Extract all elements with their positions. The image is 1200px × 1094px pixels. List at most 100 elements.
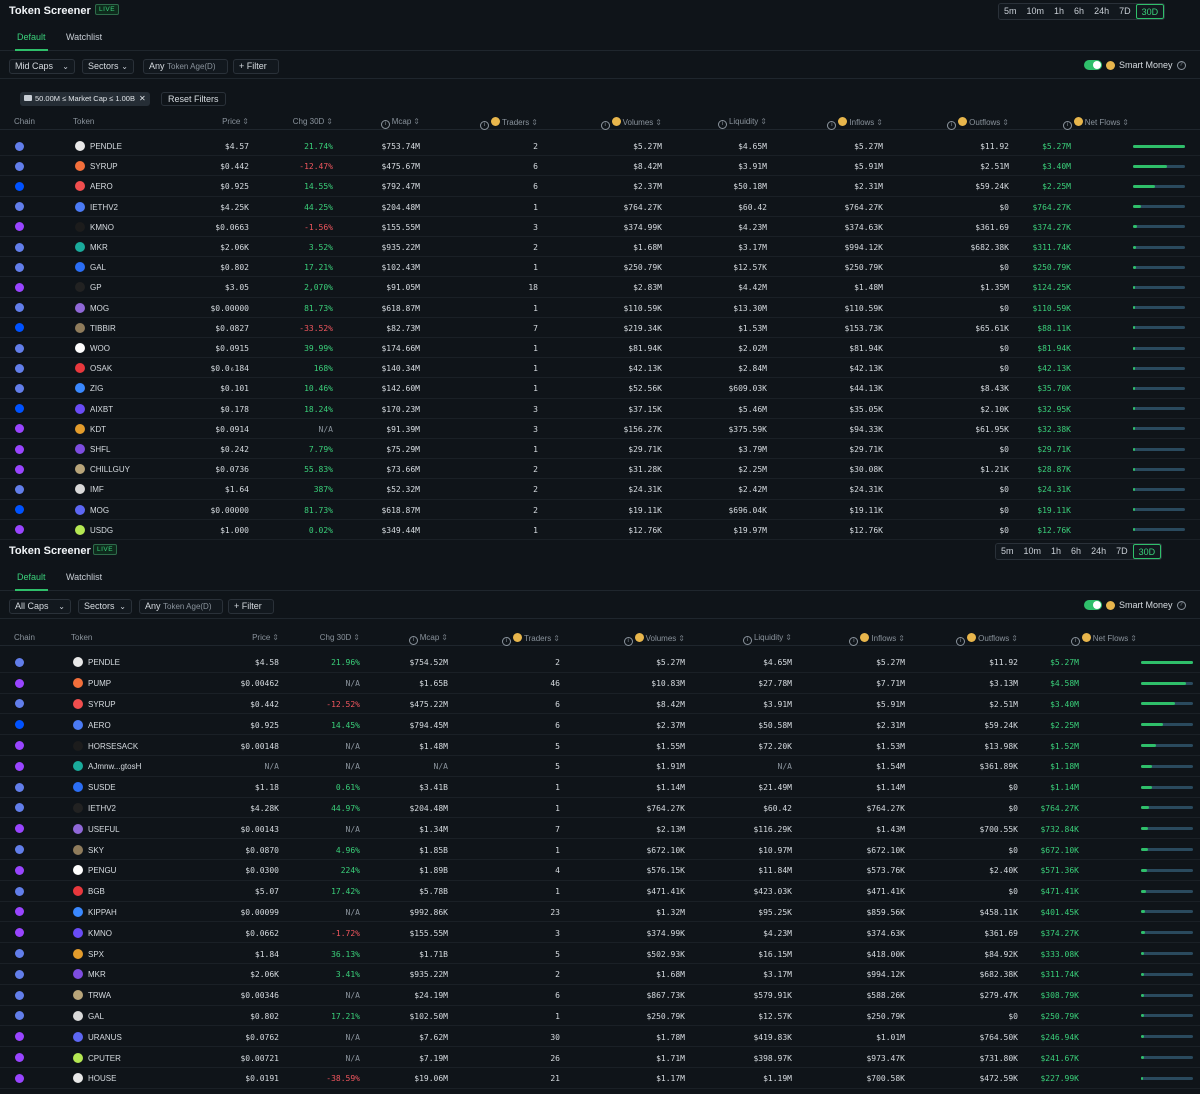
table-row[interactable]: HOUSE $0.0191 -38.59% $19.06M 21 $1.17M $1.19M… <box>0 1068 1200 1089</box>
column-header-chg[interactable]: Chg 30D ⇕ <box>320 633 360 642</box>
column-header-outflows[interactable]: i Outflows ⇕ <box>956 633 1018 646</box>
column-header-traders[interactable]: i Traders ⇕ <box>480 117 538 130</box>
table-row[interactable]: IMF $1.64 387% $52.32M 2 $24.31K $2.42M $24.31K… <box>0 479 1200 500</box>
age-filter-button[interactable]: Any Token Age(D) <box>143 59 228 74</box>
cell-token[interactable]: GAL <box>88 1011 105 1021</box>
cell-token[interactable]: PENDLE <box>88 658 121 668</box>
cell-token[interactable]: IETHV2 <box>88 803 117 813</box>
table-row[interactable]: WOO $0.0915 39.99% $174.66M 1 $81.94K $2.02M $8… <box>0 338 1200 359</box>
cell-token[interactable]: KMNO <box>88 928 112 938</box>
cell-token[interactable]: IETHV2 <box>90 202 119 212</box>
timeframe-1h[interactable]: 1h <box>1046 544 1067 559</box>
table-row[interactable]: OSAK $0.0₆184 168% $140.34M 1 $42.13K $2.84M $4… <box>0 358 1200 379</box>
sectors-filter-button[interactable]: Sectors ⌄ <box>82 59 134 74</box>
column-header-outflows[interactable]: i Outflows ⇕ <box>947 117 1009 130</box>
filter-filter-button[interactable]: + Filter <box>228 599 274 614</box>
cell-token[interactable]: USDG <box>90 525 114 535</box>
table-row[interactable]: SYRUP $0.442 -12.52% $475.22M 6 $8.42M $3.91M $… <box>0 694 1200 715</box>
cell-token[interactable]: PENDLE <box>90 142 123 152</box>
table-row[interactable]: AJmnw...gtosH N/A N/A N/A 5 $1.91M N/A $1.54M $3… <box>0 756 1200 777</box>
table-row[interactable]: HORSESACK $0.00148 N/A $1.48M 5 $1.55M $72.20K… <box>0 735 1200 756</box>
table-row[interactable]: GP $3.05 2,070% $91.05M 18 $2.83M $4.42M $1.48M… <box>0 277 1200 298</box>
table-row[interactable]: MOG $0.00000 81.73% $618.87M 2 $19.11K $696.04… <box>0 500 1200 520</box>
column-header-liquidity[interactable]: i Liquidity ⇕ <box>742 633 792 645</box>
cell-token[interactable]: KMNO <box>90 222 114 232</box>
table-row[interactable]: MOG $0.00000 81.73% $618.87M 1 $110.59K $13.30… <box>0 298 1200 318</box>
market-cap-chip[interactable]: 50.00M ≤ Market Cap ≤ 1.00B ✕ <box>20 92 150 106</box>
timeframe-30d[interactable]: 30D <box>1132 544 1162 559</box>
timeframe-7d[interactable]: 7D <box>1114 4 1136 19</box>
table-row[interactable]: TRWA $0.00346 N/A $24.19M 6 $867.73K $579.91K $… <box>0 985 1200 1006</box>
table-row[interactable]: KIPPAH $0.00099 N/A $992.86K 23 $1.32M $95.25K… <box>0 902 1200 923</box>
timeframe-7d[interactable]: 7D <box>1111 544 1133 559</box>
column-header-net[interactable]: i Net Flows ⇕ <box>1062 117 1129 130</box>
column-header-volumes[interactable]: i Volumes ⇕ <box>623 633 685 646</box>
timeframe-24h[interactable]: 24h <box>1089 4 1115 19</box>
table-row[interactable]: SHFL $0.242 7.79% $75.29M 1 $29.71K $3.79M $29.… <box>0 439 1200 460</box>
column-header-liquidity[interactable]: i Liquidity ⇕ <box>717 117 767 129</box>
cell-token[interactable]: AJmnw...gtosH <box>88 762 142 772</box>
help-icon[interactable]: ? <box>1176 600 1186 610</box>
timeframe-24h[interactable]: 24h <box>1086 544 1112 559</box>
cell-token[interactable]: ZIG <box>90 384 104 394</box>
table-row[interactable]: PUMP $0.00462 N/A $1.65B 46 $10.83M $27.78M $7.… <box>0 673 1200 694</box>
timeframe-5m[interactable]: 5m <box>999 4 1022 19</box>
cell-token[interactable]: KIPPAH <box>88 907 117 917</box>
cell-token[interactable]: IMF <box>90 485 104 495</box>
help-icon[interactable]: ? <box>1176 60 1186 70</box>
table-row[interactable]: SKY $0.0870 4.96% $1.85B 1 $672.10K $10.97M $67… <box>0 839 1200 860</box>
cell-token[interactable]: AIXBT <box>90 404 114 414</box>
cell-token[interactable]: USEFUL <box>88 824 120 834</box>
column-header-volumes[interactable]: i Volumes ⇕ <box>600 117 662 130</box>
column-header-net[interactable]: i Net Flows ⇕ <box>1070 633 1137 646</box>
cell-token[interactable]: SYRUP <box>88 699 116 709</box>
cell-token[interactable]: BGB <box>88 887 105 897</box>
age-filter-button[interactable]: Any Token Age(D) <box>139 599 223 614</box>
table-row[interactable]: SYRUP $0.442 -12.47% $475.67M 6 $8.42M $3.91M $… <box>0 156 1200 177</box>
column-header-mcap[interactable]: i Mcap ⇕ <box>408 633 448 645</box>
cell-token[interactable]: MKR <box>88 970 106 980</box>
table-row[interactable]: CPUTER $0.00721 N/A $7.19M 26 $1.71M $398.97K $… <box>0 1047 1200 1068</box>
cell-token[interactable]: WOO <box>90 344 110 354</box>
cell-token[interactable]: HOUSE <box>88 1074 117 1084</box>
table-row[interactable]: SPX $1.84 36.13% $1.71B 5 $502.93K $16.15M $418… <box>0 943 1200 964</box>
table-row[interactable]: GAL $0.802 17.21% $102.43M 1 $250.79K $12.57K $… <box>0 257 1200 278</box>
cell-token[interactable]: SPX <box>88 949 105 959</box>
table-row[interactable]: KDT $0.0914 N/A $91.39M 3 $156.27K $375.59K $94… <box>0 419 1200 439</box>
table-row[interactable]: MKR $2.06K 3.52% $935.22M 2 $1.68M $3.17M $994.… <box>0 237 1200 258</box>
table-row[interactable]: USEFUL $0.00143 N/A $1.34M 7 $2.13M $116.29K $1… <box>0 818 1200 840</box>
table-row[interactable]: PENDLE $4.58 21.96% $754.52M 2 $5.27M $4.65M $5… <box>0 652 1200 673</box>
timeframe-6h[interactable]: 6h <box>1069 4 1090 19</box>
cell-token[interactable]: TIBBIR <box>90 323 116 333</box>
column-header-price[interactable]: Price ⇕ <box>252 633 279 642</box>
table-row[interactable]: TIBBIR $0.0827 -33.52% $82.73M 7 $219.34K $1.5… <box>0 318 1200 338</box>
table-row[interactable]: ZIG $0.101 10.46% $142.60M 1 $52.56K $609.03K $… <box>0 378 1200 399</box>
cell-token[interactable]: AERO <box>88 720 111 730</box>
cell-token[interactable]: OSAK <box>90 364 113 374</box>
timeframe-6h[interactable]: 6h <box>1066 544 1087 559</box>
cell-token[interactable]: SHFL <box>90 445 111 455</box>
table-row[interactable]: CHILLGUY $0.0736 55.83% $73.66M 2 $31.28K $2.2… <box>0 459 1200 480</box>
column-header-inflows[interactable]: i Inflows ⇕ <box>827 117 883 130</box>
column-header-mcap[interactable]: i Mcap ⇕ <box>380 117 420 129</box>
cell-token[interactable]: SUSDE <box>88 783 116 793</box>
tab-default[interactable]: Default <box>15 572 48 591</box>
cell-token[interactable]: TRWA <box>88 991 112 1001</box>
cell-token[interactable]: HORSESACK <box>88 741 139 751</box>
cell-token[interactable]: AERO <box>90 182 113 192</box>
table-row[interactable]: IETHV2 $4.25K 44.25% $204.48M 1 $764.27K $60.4… <box>0 197 1200 217</box>
table-row[interactable]: MKR $2.06K 3.41% $935.22M 2 $1.68M $3.17M $994.… <box>0 964 1200 985</box>
close-icon[interactable]: ✕ <box>138 94 146 103</box>
cell-token[interactable]: GAL <box>90 263 107 273</box>
reset-filters-button[interactable]: Reset Filters <box>161 92 226 106</box>
table-row[interactable]: KMNO $0.0662 -1.72% $155.55M 3 $374.99K $4.23M… <box>0 922 1200 944</box>
column-header-price[interactable]: Price ⇕ <box>222 117 249 126</box>
table-row[interactable]: PENDLE $4.57 21.74% $753.74M 2 $5.27M $4.65M $5… <box>0 136 1200 157</box>
table-row[interactable]: GAL $0.802 17.21% $102.50M 1 $250.79K $12.57K $… <box>0 1006 1200 1027</box>
table-row[interactable]: PENGU $0.0300 224% $1.89B 4 $576.15K $11.84M $5… <box>0 860 1200 881</box>
timeframe-10m[interactable]: 10m <box>1021 4 1050 19</box>
cell-token[interactable]: SKY <box>88 845 105 855</box>
table-row[interactable]: URANUS $0.0762 N/A $7.62M 30 $1.78M $419.83K $1… <box>0 1026 1200 1048</box>
column-header-chg[interactable]: Chg 30D ⇕ <box>293 117 333 126</box>
cell-token[interactable]: KDT <box>90 424 106 434</box>
